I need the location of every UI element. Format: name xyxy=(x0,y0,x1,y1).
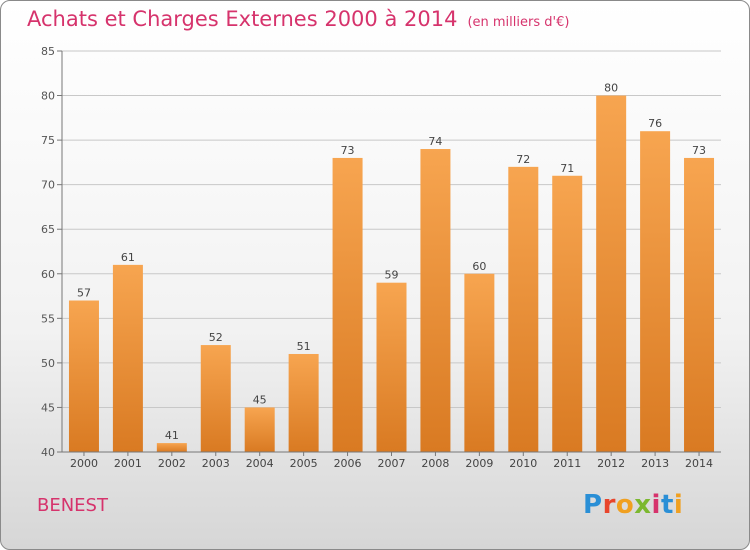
y-tick-label: 80 xyxy=(41,90,55,103)
bar-value-label: 76 xyxy=(648,117,662,130)
x-tick-label: 2001 xyxy=(114,457,142,470)
x-tick-label: 2008 xyxy=(421,457,449,470)
bar-value-label: 41 xyxy=(165,429,179,442)
bar-2001[interactable] xyxy=(112,264,143,452)
x-tick-label: 2006 xyxy=(334,457,362,470)
bar-value-label: 59 xyxy=(385,269,399,282)
bar-2004[interactable] xyxy=(244,407,275,452)
bar-2012[interactable] xyxy=(596,95,627,453)
proxiti-logo[interactable]: Proxiti xyxy=(583,490,683,520)
bar-value-label: 61 xyxy=(121,251,135,264)
y-tick-label: 55 xyxy=(41,312,55,325)
bar-value-label: 72 xyxy=(516,153,530,166)
bar-2008[interactable] xyxy=(420,149,451,452)
y-tick-label: 45 xyxy=(41,401,55,414)
x-tick-label: 2000 xyxy=(70,457,98,470)
bar-layer: 57 61 41 52 45 51 73 59 74 60 72 71 80 76 73 xyxy=(68,82,715,453)
bar-value-label: 73 xyxy=(341,144,355,157)
x-tick-label: 2012 xyxy=(597,457,625,470)
logo-letter: i xyxy=(673,490,684,520)
x-tick-label: 2005 xyxy=(290,457,318,470)
bar-2011[interactable] xyxy=(552,175,583,452)
bar-2006[interactable] xyxy=(332,157,363,452)
bar-value-label: 74 xyxy=(428,135,442,148)
logo-letter: x xyxy=(634,490,652,520)
bar-chart: 57 61 41 52 45 51 73 59 74 60 72 71 80 76 73 40 45 50 55 6… xyxy=(41,45,721,470)
bar-value-label: 60 xyxy=(472,260,486,273)
bar-value-label: 52 xyxy=(209,331,223,344)
y-tick-label: 50 xyxy=(41,357,55,370)
bar-value-label: 80 xyxy=(604,82,618,95)
y-tick-label: 65 xyxy=(41,223,55,236)
logo-letter: P xyxy=(583,490,603,520)
bar-2014[interactable] xyxy=(684,157,715,452)
bar-2007[interactable] xyxy=(376,282,407,452)
x-tick-label: 2007 xyxy=(378,457,406,470)
logo-letter: r xyxy=(602,490,616,520)
bar-value-label: 73 xyxy=(692,144,706,157)
logo-letter: i xyxy=(651,490,661,520)
bar-2009[interactable] xyxy=(464,273,495,452)
x-tick-label: 2014 xyxy=(685,457,713,470)
x-tick-label: 2003 xyxy=(202,457,230,470)
chart-title-text: Achats et Charges Externes 2000 à 2014 xyxy=(27,7,458,31)
chart-unit: (en milliers d'€) xyxy=(467,15,570,30)
commune-name: BENEST xyxy=(37,495,108,516)
bar-2010[interactable] xyxy=(508,166,539,452)
bar-value-label: 51 xyxy=(297,340,311,353)
bar-2005[interactable] xyxy=(288,353,319,452)
bar-value-label: 71 xyxy=(560,162,574,175)
y-tick-label: 85 xyxy=(41,45,55,58)
bar-2003[interactable] xyxy=(200,345,231,452)
x-tick-label: 2002 xyxy=(158,457,186,470)
x-tick-label: 2013 xyxy=(641,457,669,470)
chart-title: Achats et Charges Externes 2000 à 2014 (e… xyxy=(27,7,569,31)
y-tick-label: 40 xyxy=(41,446,55,459)
y-tick-label: 75 xyxy=(41,134,55,147)
logo-letter: o xyxy=(615,490,635,520)
axis-layer: 40 45 50 55 60 65 70 75 80 85 2000 2001 2002 2003 2004… xyxy=(41,45,721,470)
x-tick-label: 2010 xyxy=(509,457,537,470)
bar-value-label: 57 xyxy=(77,287,91,300)
x-tick-label: 2004 xyxy=(246,457,274,470)
y-tick-label: 70 xyxy=(41,179,55,192)
x-tick-label: 2011 xyxy=(553,457,581,470)
bar-value-label: 45 xyxy=(253,393,267,406)
logo-letter: t xyxy=(660,490,674,520)
bar-2002[interactable] xyxy=(156,443,187,452)
bar-2013[interactable] xyxy=(640,131,671,452)
y-tick-label: 60 xyxy=(41,268,55,281)
bar-2000[interactable] xyxy=(68,300,99,452)
x-tick-label: 2009 xyxy=(465,457,493,470)
